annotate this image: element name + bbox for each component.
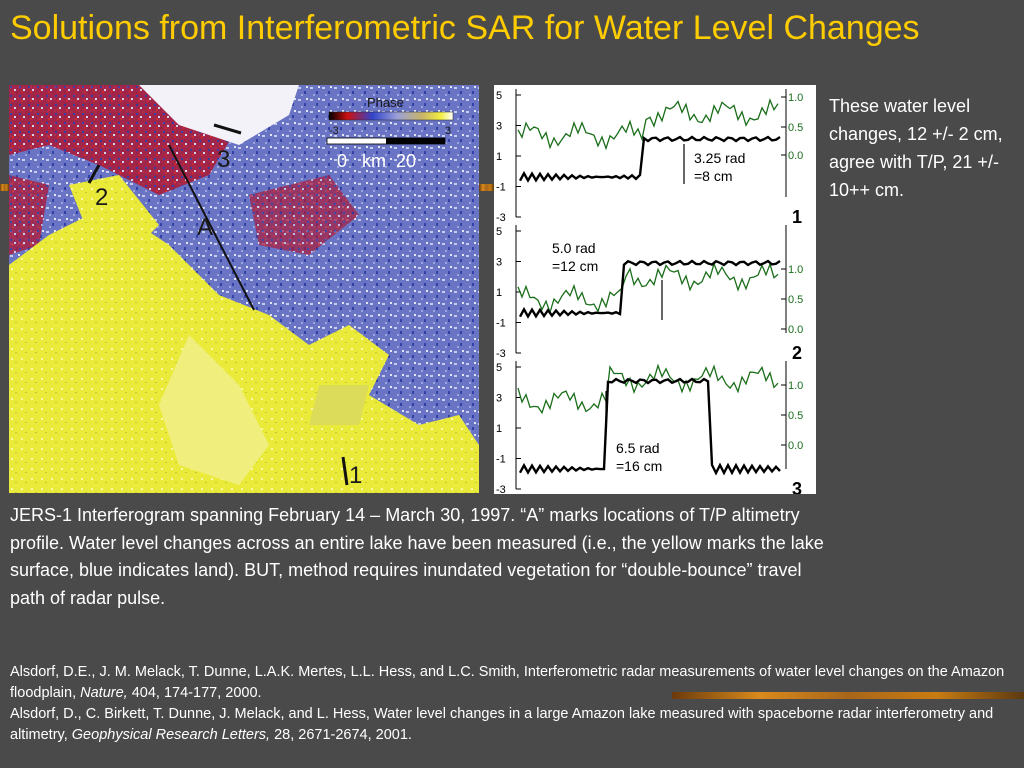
phase-legend-min: -3: [329, 125, 339, 137]
coherence-line: [517, 261, 779, 315]
left-tick-label: 1: [496, 423, 502, 435]
left-tick-label: 3: [496, 393, 502, 405]
left-tick-label: 1: [496, 151, 502, 163]
left-tick-label: -3: [496, 212, 506, 224]
decorative-bar-left: [0, 184, 9, 191]
slide-title: Solutions from Interferometric SAR for W…: [10, 9, 920, 47]
right-tick-label: 0.5: [788, 122, 803, 134]
rad-label: 3.25 rad: [694, 150, 745, 166]
coherence-line: [517, 363, 779, 415]
scale-label: 0 km 20: [337, 151, 416, 171]
interferogram-map: 3 2 1 A Phase -3 3 0 km 20: [9, 85, 479, 493]
phase-line: [518, 259, 781, 319]
rad-label: 6.5 rad: [616, 440, 660, 456]
transect-label-1: 1: [349, 462, 362, 489]
reference-2: Alsdorf, D., C. Birkett, T. Dunne, J. Me…: [10, 706, 994, 743]
phase-line: [518, 377, 781, 476]
figure-caption: JERS-1 Interferogram spanning February 1…: [10, 505, 824, 608]
rad-label: 5.0 rad: [552, 240, 596, 256]
cm-label: =8 cm: [694, 168, 733, 184]
decorative-bar-middle: [479, 184, 494, 191]
right-tick-label: 0.0: [788, 150, 803, 162]
reference-1: Alsdorf, D.E., J. M. Melack, T. Dunne, L…: [10, 664, 1005, 701]
right-tick-label: 1.0: [788, 92, 803, 104]
transect-label-3: 3: [217, 146, 230, 173]
cm-label: =16 cm: [616, 458, 662, 474]
side-note: These water level changes, 12 +/- 2 cm, …: [829, 96, 1003, 200]
cm-label: =12 cm: [552, 258, 598, 274]
panel-number: 3: [792, 479, 802, 494]
panel-number: 1: [792, 207, 802, 227]
phase-line: [518, 135, 781, 183]
decorative-bar-bottom: [672, 692, 1024, 699]
coherence-line: [517, 98, 779, 151]
left-tick-label: 3: [496, 257, 502, 269]
phase-legend-max: 3: [445, 125, 451, 137]
transect-label-2: 2: [95, 184, 108, 211]
left-tick-label: 5: [496, 226, 502, 238]
left-tick-label: 1: [496, 287, 502, 299]
left-tick-label: 5: [496, 362, 502, 374]
right-tick-label: 0.5: [788, 294, 803, 306]
references: Alsdorf, D.E., J. M. Melack, T. Dunne, L…: [10, 662, 1010, 746]
left-tick-label: -1: [496, 318, 506, 330]
left-tick-label: -3: [496, 348, 506, 360]
left-tick-label: -3: [496, 484, 506, 494]
phase-legend-bar: [328, 111, 454, 121]
right-tick-label: 0.0: [788, 440, 803, 452]
phase-legend-title: Phase: [367, 95, 404, 110]
left-tick-label: 5: [496, 90, 502, 102]
panel-number: 2: [792, 343, 802, 363]
left-tick-label: 3: [496, 121, 502, 133]
right-tick-label: 1.0: [788, 380, 803, 392]
right-tick-label: 1.0: [788, 264, 803, 276]
right-tick-label: 0.5: [788, 410, 803, 422]
right-tick-label: 0.0: [788, 324, 803, 336]
profile-plots: 5 3 1 -1 -3 1.0 0.5 0.0 3.25 rad =8 cm 1 5 3 1 -1 -3 1.0…: [494, 85, 816, 499]
left-tick-label: -1: [496, 182, 506, 194]
left-tick-label: -1: [496, 454, 506, 466]
profile-label-a: A: [197, 214, 213, 241]
